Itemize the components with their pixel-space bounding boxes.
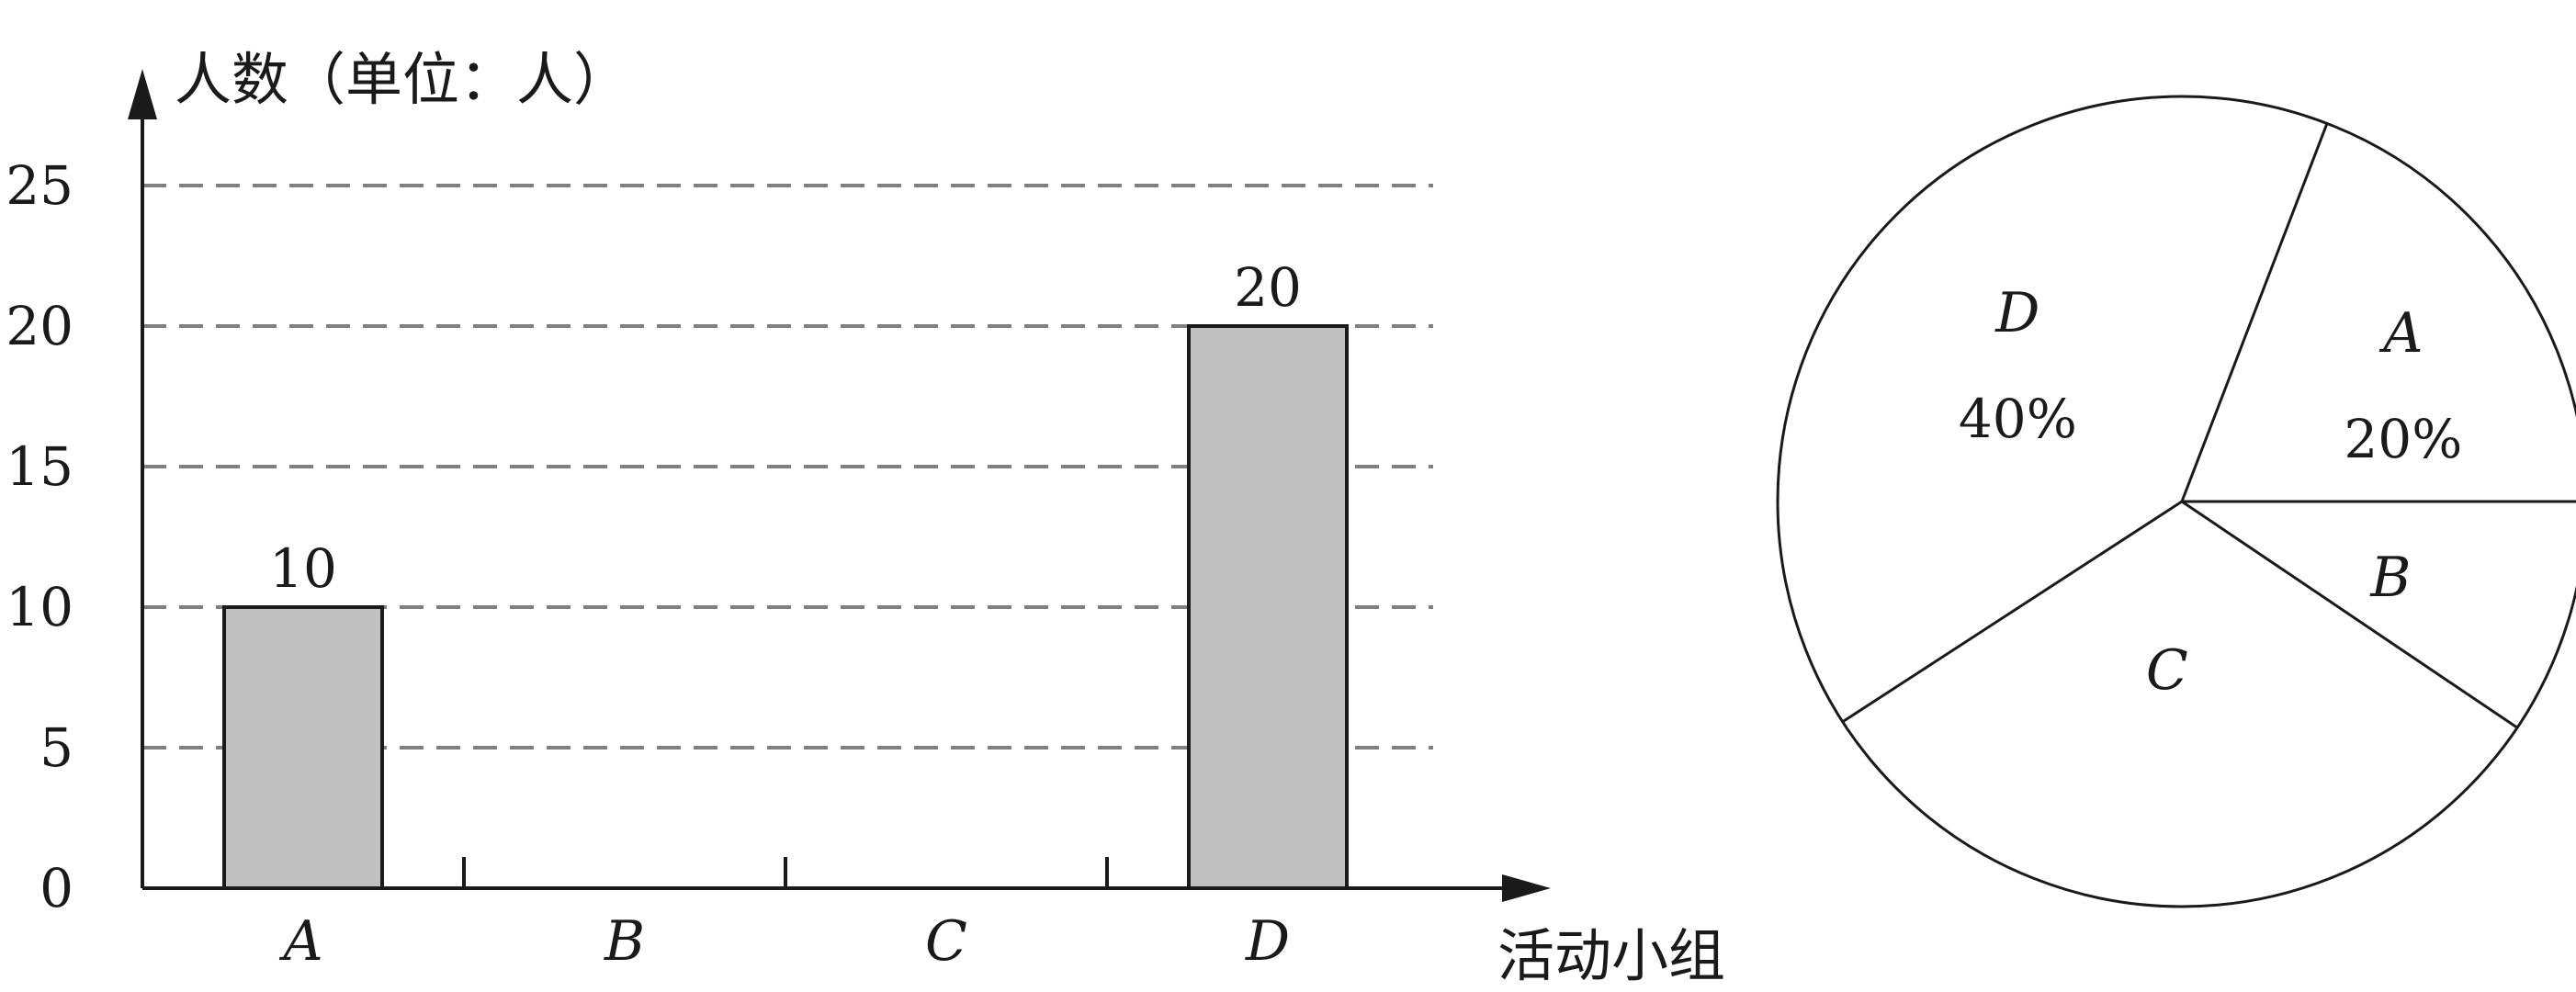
pie-divider: [2181, 500, 2518, 729]
axes: [128, 69, 1551, 902]
data-labels: 10 20: [269, 256, 1302, 600]
x-axis-arrow: [1502, 874, 1551, 902]
y-axis-arrow: [128, 69, 157, 119]
y-tick-label: 5: [40, 716, 73, 779]
bar-chart: 0 5 10 15 20 25 A B C D 10 20 人数（单位：人） 活动小组: [6, 46, 1725, 989]
bar-D: [1187, 324, 1349, 890]
bars: [222, 324, 1349, 890]
pie-label-A: A: [2378, 301, 2423, 366]
pie-outline: [1776, 95, 2576, 908]
y-axis-label: 人数（单位：人）: [175, 46, 630, 113]
x-tick-label-C: C: [925, 909, 967, 974]
pie-dividers: [1842, 123, 2576, 729]
pie-divider: [2180, 123, 2329, 502]
pie-labels: A 20% B C D 40%: [1959, 281, 2462, 703]
x-axis-label: 活动小组: [1497, 922, 1725, 987]
x-tick-labels: A B C D: [278, 909, 1290, 974]
bar-A: [222, 605, 384, 890]
y-tick-labels: 0 5 10 15 20 25: [6, 154, 73, 919]
data-label-A: 10: [269, 537, 337, 600]
pie-chart: A 20% B C D 40%: [1776, 95, 2576, 908]
pie-percent-A: 20%: [2344, 408, 2462, 470]
x-tick-label-D: D: [1245, 909, 1290, 974]
x-tick-label-A: A: [278, 909, 322, 974]
pie-label-B: B: [2369, 546, 2411, 610]
pie-percent-D: 40%: [1959, 388, 2077, 450]
y-tick-label: 25: [6, 154, 73, 217]
pie-divider: [1842, 500, 2183, 723]
y-tick-label: 20: [6, 295, 73, 357]
y-tick-label: 0: [40, 857, 73, 919]
y-tick-label: 15: [6, 435, 73, 498]
data-label-D: 20: [1234, 256, 1302, 319]
x-tick-label-B: B: [604, 909, 645, 974]
pie-label-D: D: [1994, 281, 2039, 345]
pie-label-C: C: [2146, 638, 2188, 703]
y-tick-label: 10: [6, 576, 73, 638]
